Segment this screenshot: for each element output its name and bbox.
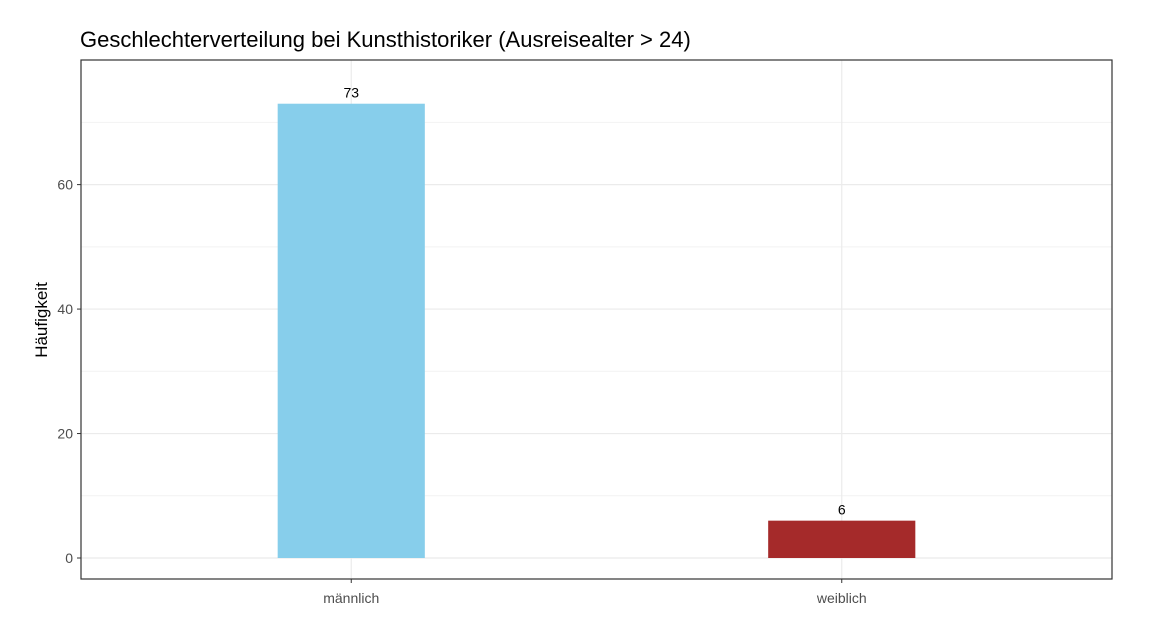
chart-title: Geschlechterverteilung bei Kunsthistorik… xyxy=(80,27,691,52)
bars xyxy=(277,103,916,558)
y-tick-label: 20 xyxy=(57,426,73,442)
y-axis-title: Häufigkeit xyxy=(32,282,51,358)
data-label: 73 xyxy=(343,85,359,101)
y-axis-ticks: 0 20 40 60 xyxy=(57,177,81,566)
y-tick-label: 60 xyxy=(57,177,73,193)
plot-panel xyxy=(81,60,1112,579)
x-tick-label: männlich xyxy=(323,590,379,606)
bar xyxy=(768,520,916,558)
grid-minor xyxy=(81,121,1112,497)
plot-border xyxy=(80,59,1113,580)
y-tick-label: 0 xyxy=(65,550,73,566)
data-labels: 73 6 xyxy=(343,85,845,518)
data-label: 6 xyxy=(838,502,846,518)
x-axis-ticks: männlich weiblich xyxy=(323,579,867,606)
bar xyxy=(277,103,425,558)
y-tick-label: 40 xyxy=(57,301,73,317)
x-tick-label: weiblich xyxy=(816,590,867,606)
